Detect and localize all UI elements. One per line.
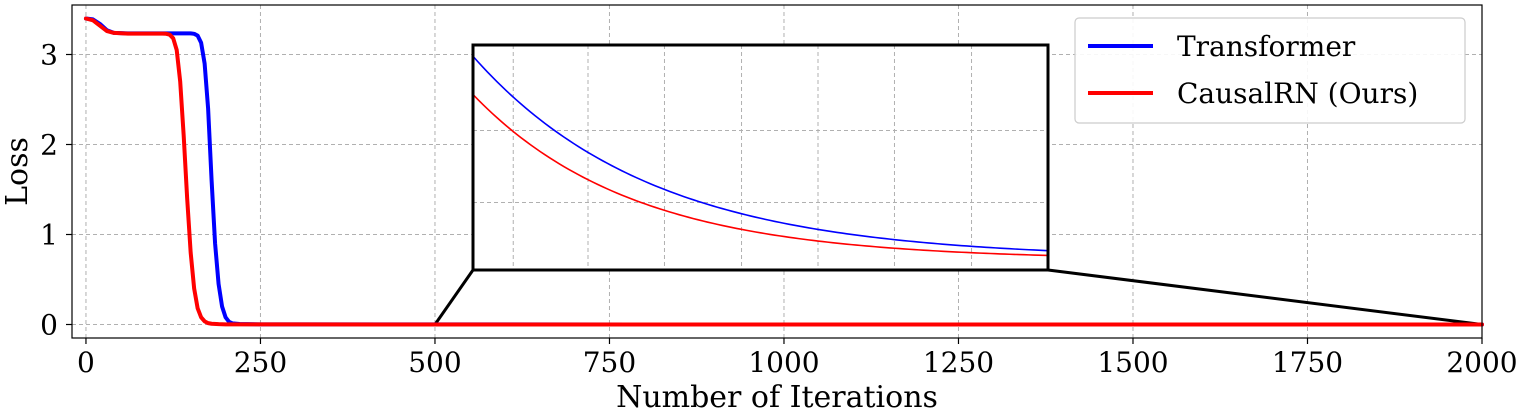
axes: 0 250 500 750 1000 1250 1500 1750 2000 0 1 2 3 xyxy=(40,4,1518,379)
y-tick-label: 3 xyxy=(40,39,58,72)
x-tick-label: 1250 xyxy=(923,346,994,379)
y-axis-label: Loss xyxy=(0,137,35,206)
legend-label: CausalRN (Ours) xyxy=(1177,77,1418,110)
y-tick-label: 1 xyxy=(40,219,58,252)
zoom-inset xyxy=(471,43,1050,272)
x-tick-label: 1000 xyxy=(748,346,819,379)
x-tick-label: 1500 xyxy=(1097,346,1168,379)
inset-series-line xyxy=(472,93,1049,257)
inset-connector-left xyxy=(433,269,475,326)
x-axis-label: Number of Iterations xyxy=(616,380,938,415)
x-tick-label: 0 xyxy=(77,346,95,379)
inset-series-line xyxy=(472,55,1049,252)
inset-background xyxy=(473,45,1048,270)
inset-connectors xyxy=(433,268,1483,326)
legend: Transformer CausalRN (Ours) xyxy=(1074,17,1466,124)
x-tick-label: 500 xyxy=(408,346,461,379)
x-tick-label: 750 xyxy=(583,346,636,379)
y-tick-label: 2 xyxy=(40,129,58,162)
inset-frame xyxy=(471,43,1050,272)
legend-label: Transformer xyxy=(1177,30,1356,63)
series-lines xyxy=(83,16,1484,327)
series-line xyxy=(83,16,1484,327)
inset-connector-right xyxy=(1047,268,1483,326)
plot-frame xyxy=(71,4,1483,339)
x-tick-label: 2000 xyxy=(1446,346,1517,379)
y-tick-label: 0 xyxy=(40,309,58,342)
legend-box xyxy=(1074,17,1466,124)
x-tick-label: 250 xyxy=(234,346,287,379)
x-tick-label: 1750 xyxy=(1272,346,1343,379)
